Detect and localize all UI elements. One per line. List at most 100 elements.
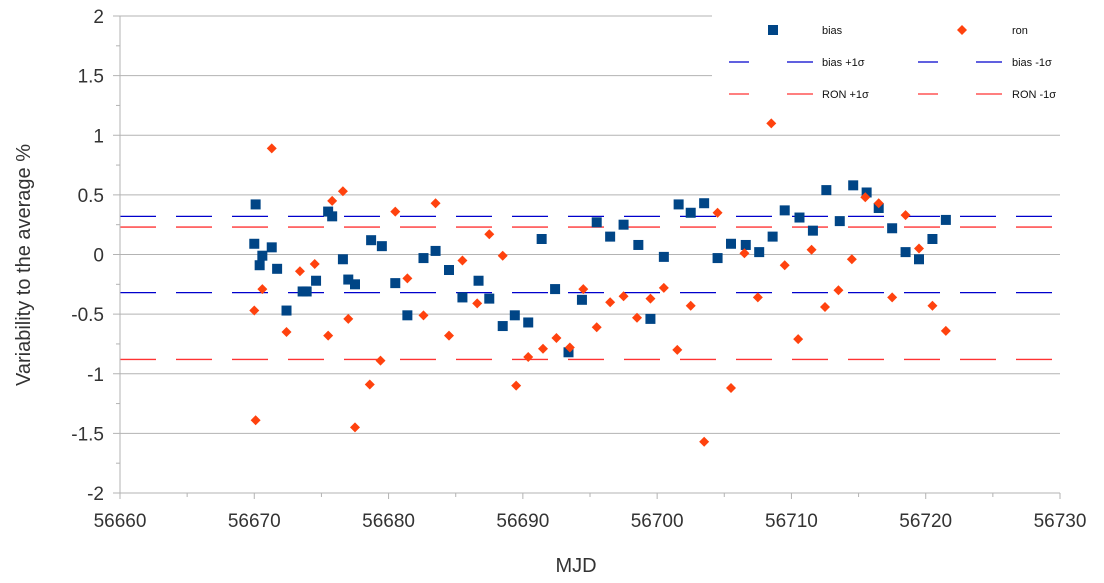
ron-point — [658, 282, 669, 293]
ron-series — [249, 118, 951, 447]
bias-point — [767, 231, 778, 242]
bias-point — [337, 254, 348, 265]
bias-point — [740, 239, 751, 250]
y-tick-label: 1 — [93, 126, 104, 147]
bias-point — [457, 292, 468, 303]
ron-point — [402, 273, 413, 284]
legend: bias ron bias +1σ bias -1σ RON +1σ RON -1σ — [712, 0, 1104, 118]
bias-point — [821, 185, 832, 196]
bias-point — [618, 219, 629, 230]
ron-point — [250, 415, 261, 426]
legend-ron-marker — [957, 25, 967, 35]
bias-point — [473, 275, 484, 286]
legend-label: RON +1σ — [822, 89, 869, 101]
ron-point — [511, 380, 522, 391]
ron-point — [281, 327, 292, 338]
bias-point — [272, 263, 283, 274]
y-tick-label: -0.5 — [71, 305, 104, 326]
x-tick-label: 56690 — [496, 511, 549, 532]
bias-point — [343, 274, 354, 285]
x-tick-label: 56700 — [631, 511, 684, 532]
bias-point — [794, 212, 805, 223]
ron-point — [846, 254, 857, 265]
bias-point — [281, 305, 292, 316]
ron-point — [350, 422, 360, 433]
ron-point — [860, 192, 871, 203]
y-tick-label: -1 — [87, 365, 104, 386]
bias-point — [576, 294, 587, 305]
bias-point — [350, 279, 360, 290]
ron-point — [900, 210, 911, 221]
bias-point — [779, 205, 790, 216]
ron-point — [497, 250, 508, 261]
y-axis-title: Variability to the average % — [13, 144, 35, 386]
y-tick-label: -1.5 — [71, 424, 104, 445]
ron-point — [249, 305, 260, 316]
x-tick-label: 56710 — [765, 511, 818, 532]
ron-point — [564, 342, 575, 353]
ron-point — [257, 284, 268, 295]
ron-point — [266, 143, 277, 154]
ron-point — [591, 322, 602, 333]
ron-point — [672, 344, 683, 355]
bias-point — [927, 233, 938, 244]
bias-point — [484, 293, 495, 304]
bias-point — [861, 187, 872, 198]
bias-point — [390, 278, 401, 289]
x-tick-label: 56670 — [228, 511, 281, 532]
bias-point — [497, 321, 508, 332]
bias-point — [605, 231, 616, 242]
ron-point — [766, 118, 777, 129]
bias-point — [712, 253, 723, 264]
ron-point — [605, 297, 616, 308]
ron-point — [699, 436, 710, 447]
bias-point — [673, 199, 684, 210]
bias-point — [807, 225, 818, 236]
ron-point — [418, 310, 429, 321]
ron-point — [645, 293, 656, 304]
ron-point — [294, 266, 305, 277]
legend-label: bias — [822, 25, 843, 37]
bias-point — [327, 211, 338, 222]
ron-point — [323, 330, 334, 341]
ron-point — [430, 198, 441, 209]
ron-point — [632, 312, 642, 323]
bias-point — [509, 310, 520, 321]
ron-point — [309, 259, 320, 270]
bias-point — [633, 239, 644, 250]
ron-point — [618, 291, 629, 302]
bias-point — [550, 284, 561, 295]
ron-point — [444, 330, 454, 341]
axes — [113, 15, 1061, 499]
bias-point — [914, 254, 924, 265]
ron-point — [375, 355, 386, 366]
y-tick-label: 1.5 — [78, 67, 104, 88]
legend-background — [712, 0, 1104, 118]
bias-point — [887, 223, 898, 234]
ron-point — [472, 298, 483, 309]
ron-point — [343, 313, 354, 324]
bias-point — [257, 250, 268, 261]
legend-label: RON -1σ — [1012, 89, 1056, 101]
ron-point — [779, 260, 790, 271]
bias-point — [685, 207, 696, 218]
bias-point — [523, 317, 534, 328]
bias-point — [402, 310, 413, 321]
bias-point — [250, 199, 261, 210]
ron-point — [523, 352, 534, 363]
bias-point — [563, 347, 574, 358]
ron-point — [940, 325, 951, 336]
ron-point — [887, 292, 898, 303]
ron-point — [927, 300, 938, 311]
bias-point — [591, 217, 602, 228]
bias-point — [940, 214, 951, 225]
bias-point — [699, 198, 710, 209]
ron-point — [484, 229, 495, 240]
y-tick-label: 0 — [93, 246, 104, 267]
bias-point — [848, 180, 859, 191]
y-tick-labels: 2 1.5 1 0.5 0 -0.5 -1 -1.5 -2 — [71, 7, 104, 505]
bias-point — [301, 286, 312, 297]
bias-point — [834, 216, 845, 227]
legend-label: bias -1σ — [1012, 57, 1052, 69]
